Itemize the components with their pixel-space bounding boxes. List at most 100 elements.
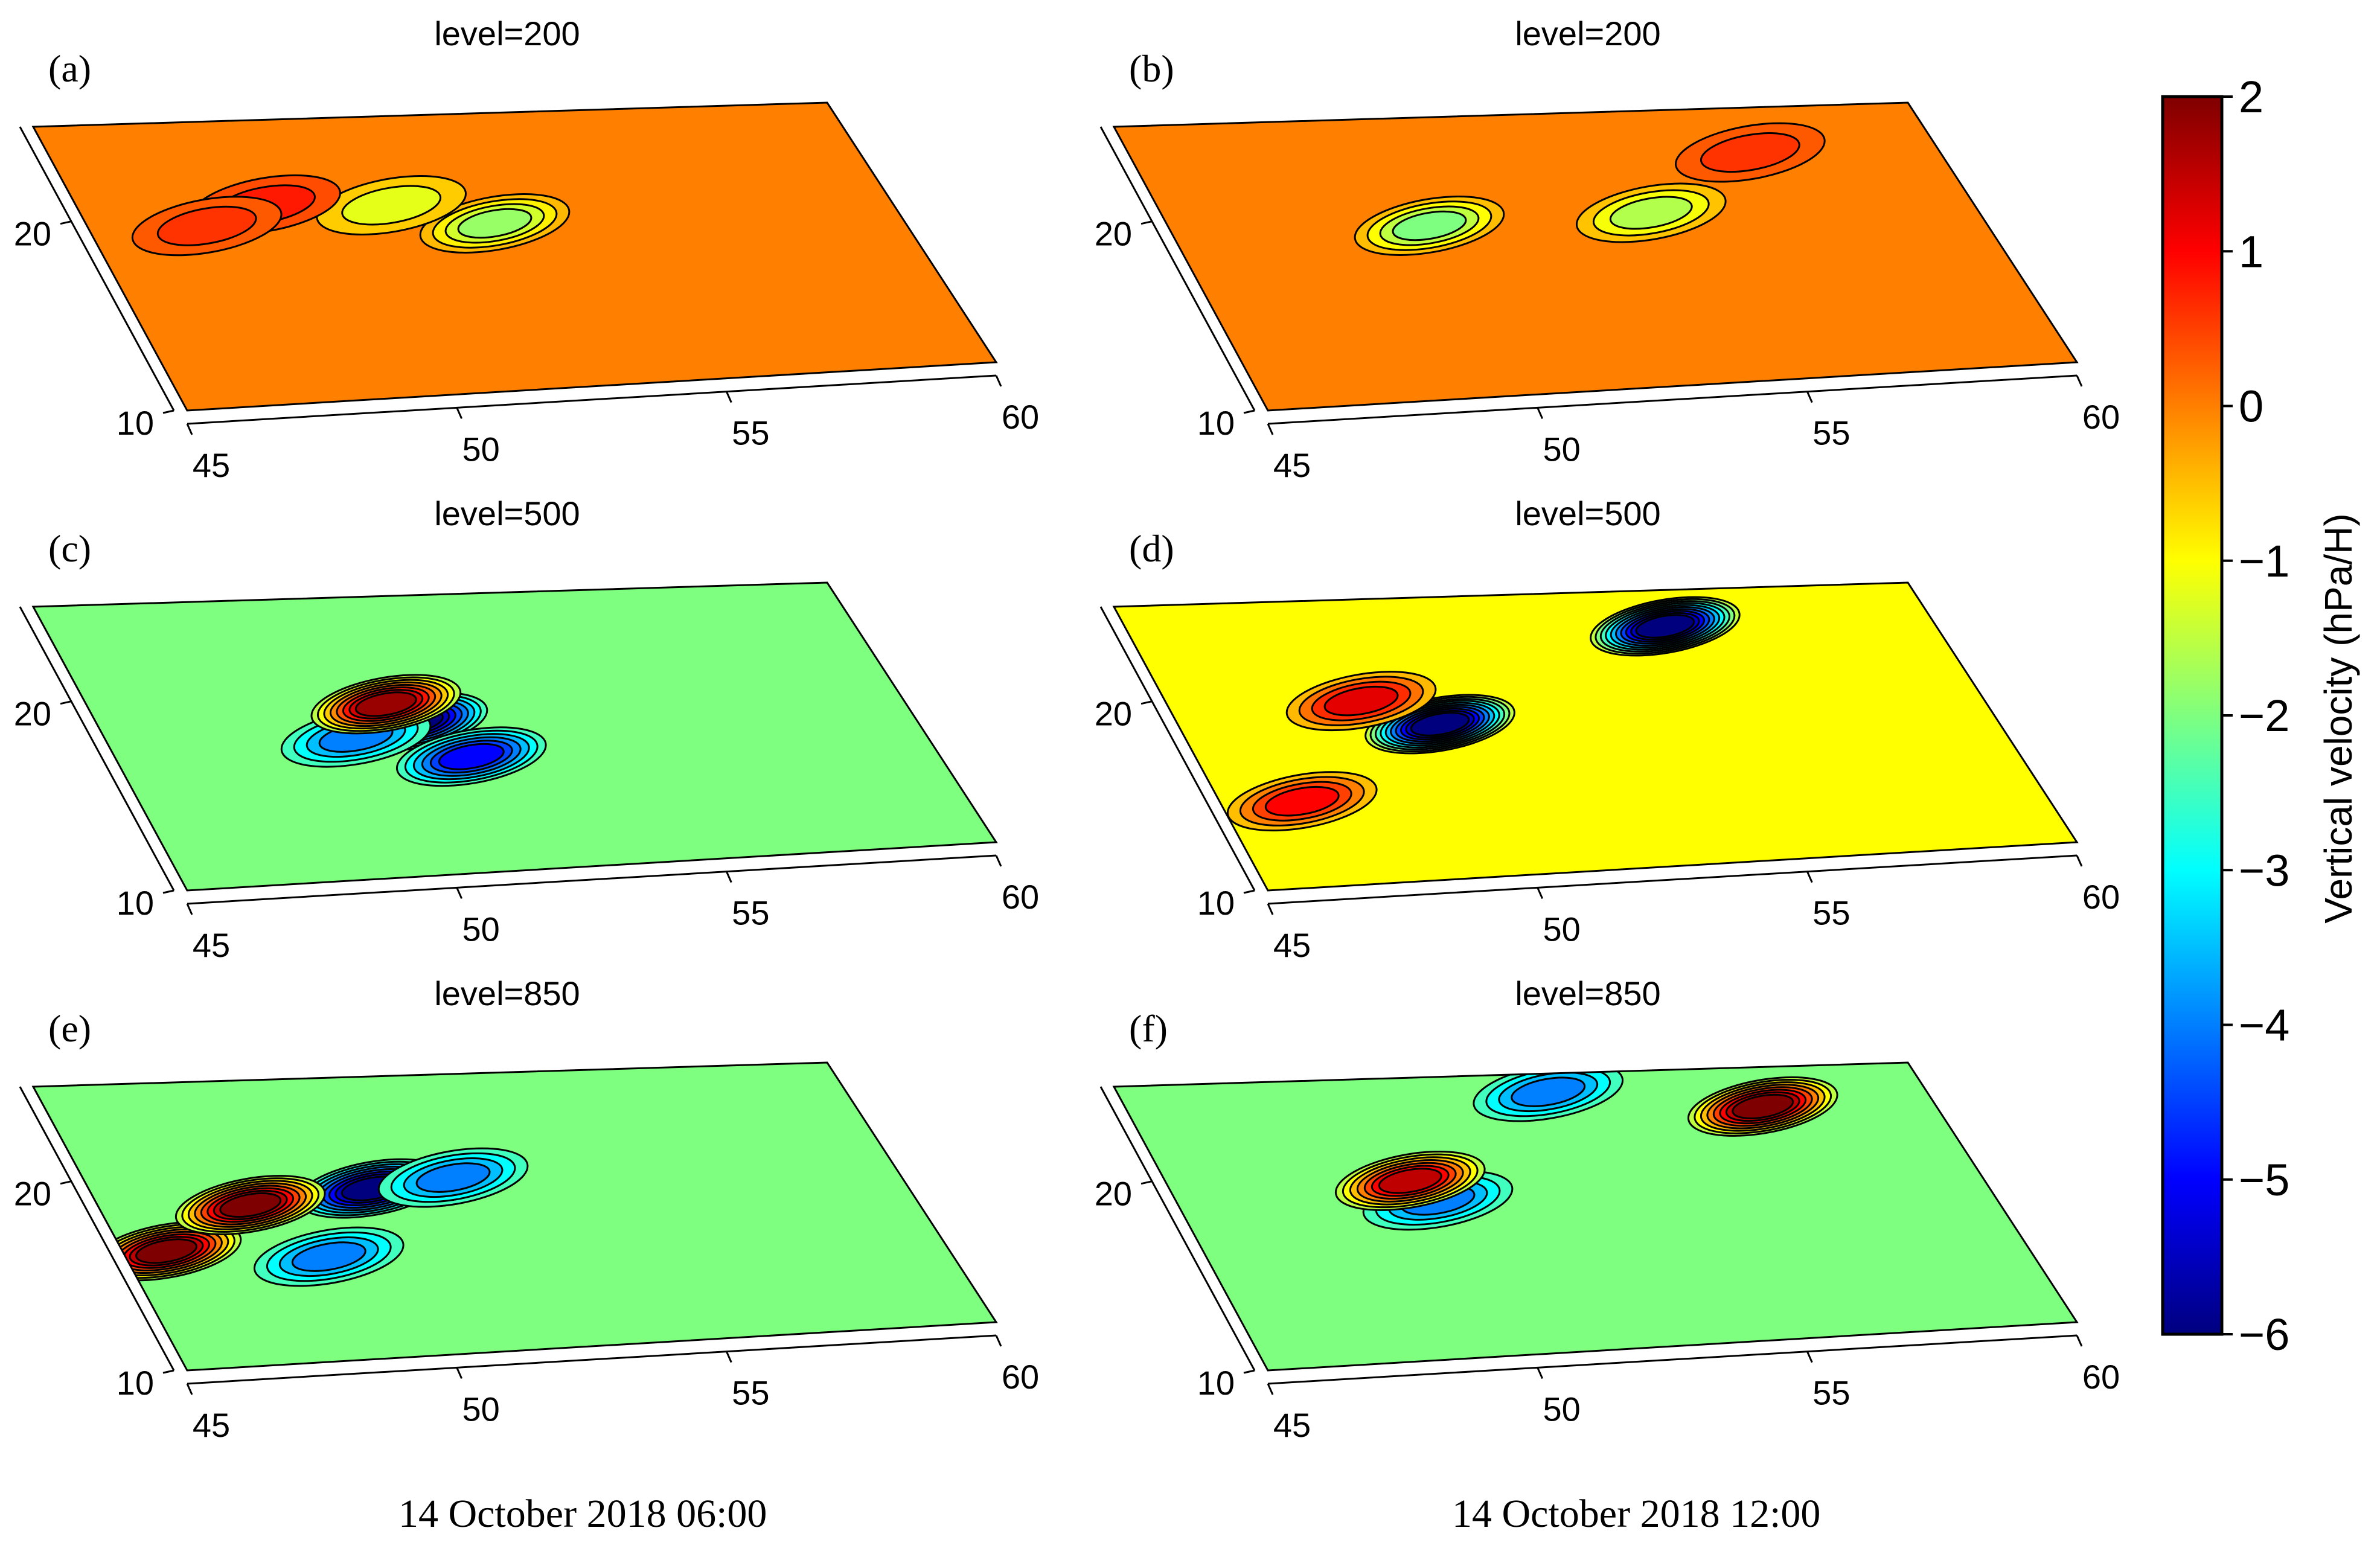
y-tick-mark bbox=[1243, 409, 1255, 414]
colorbar-tick-label: 0 bbox=[2239, 382, 2263, 432]
field-outline bbox=[31, 1061, 998, 1372]
contour-region bbox=[1264, 786, 1340, 817]
contour-region bbox=[1732, 1093, 1794, 1119]
x-axis bbox=[187, 854, 997, 905]
x-tick-label: 55 bbox=[1812, 1374, 1850, 1412]
panel-c: level=500 (c) 45 50 55 60 10 20 bbox=[14, 494, 1039, 964]
x-tick-mark bbox=[456, 887, 463, 899]
colorbar-scale bbox=[2161, 95, 2224, 1336]
colorbar-tick-label: −2 bbox=[2239, 691, 2289, 741]
x-tick-mark bbox=[1537, 887, 1544, 899]
y-tick-label: 10 bbox=[117, 884, 154, 922]
x-tick-label: 45 bbox=[193, 446, 230, 484]
y-tick-mark bbox=[162, 409, 174, 414]
x-tick-label: 45 bbox=[1273, 926, 1311, 964]
x-tick-label: 50 bbox=[1543, 1390, 1581, 1428]
x-tick-mark bbox=[186, 903, 193, 915]
y-tick-label: 20 bbox=[1095, 1175, 1132, 1213]
colorbar-tick-label: −1 bbox=[2239, 536, 2289, 586]
x-axis bbox=[1267, 374, 2078, 425]
field-outline bbox=[1112, 1061, 2079, 1372]
y-tick-label: 20 bbox=[14, 215, 51, 253]
x-tick-label: 60 bbox=[1002, 398, 1039, 436]
y-tick-mark bbox=[1140, 1180, 1153, 1185]
y-tick-label: 10 bbox=[1197, 884, 1235, 922]
x-axis bbox=[187, 1334, 997, 1385]
contour-region bbox=[341, 185, 442, 226]
y-axis bbox=[1099, 1086, 1256, 1371]
field-background bbox=[1114, 103, 2077, 411]
x-tick-mark bbox=[2076, 855, 2083, 867]
x-tick-mark bbox=[1267, 1383, 1274, 1395]
panel-label: (e) bbox=[48, 1007, 91, 1050]
panel-e: level=850 (e) 45 50 55 60 10 20 bbox=[14, 974, 1039, 1444]
panel-title: level=850 bbox=[1515, 974, 1660, 1012]
y-tick-label: 20 bbox=[1095, 695, 1132, 733]
y-tick-mark bbox=[162, 1369, 174, 1374]
panel-title: level=500 bbox=[1515, 494, 1660, 532]
panel-title: level=200 bbox=[434, 14, 580, 53]
contour-region bbox=[1410, 712, 1470, 737]
field-background bbox=[33, 1063, 996, 1370]
y-tick-label: 10 bbox=[1197, 1364, 1235, 1402]
field-outline bbox=[1112, 581, 2079, 892]
contour-region bbox=[1323, 685, 1399, 717]
x-tick-label: 45 bbox=[193, 1406, 230, 1444]
x-tick-label: 50 bbox=[1543, 430, 1581, 468]
contour-region bbox=[219, 1192, 282, 1218]
field-background bbox=[1114, 1063, 2077, 1370]
x-tick-label: 50 bbox=[462, 1390, 500, 1428]
y-axis bbox=[1099, 126, 1256, 411]
field-background bbox=[33, 103, 996, 411]
caption-left-time: 14 October 2018 06:00 bbox=[398, 1492, 767, 1536]
x-tick-label: 55 bbox=[732, 1374, 769, 1412]
x-tick-mark bbox=[1267, 903, 1274, 915]
caption-right-time: 14 October 2018 12:00 bbox=[1452, 1492, 1821, 1536]
contour-region bbox=[1392, 210, 1467, 241]
panel-label: (a) bbox=[48, 47, 91, 90]
panels: level=200 (a) 45 50 55 60 10 20 level=200 (b) 45 50… bbox=[14, 14, 2120, 1444]
x-tick-label: 50 bbox=[462, 910, 500, 948]
x-tick-mark bbox=[1267, 423, 1274, 435]
x-tick-label: 45 bbox=[1273, 1406, 1311, 1444]
x-tick-label: 55 bbox=[732, 414, 769, 452]
contour-region bbox=[415, 1162, 491, 1193]
panel-title: level=850 bbox=[434, 974, 580, 1012]
field-features bbox=[1354, 122, 1826, 256]
field-outline bbox=[1112, 101, 2079, 412]
y-tick-mark bbox=[1243, 1369, 1255, 1374]
panel-title: level=200 bbox=[1515, 14, 1660, 53]
x-tick-mark bbox=[186, 1383, 193, 1395]
x-tick-label: 45 bbox=[193, 926, 230, 964]
x-tick-mark bbox=[1537, 1367, 1544, 1379]
colorbar-tick-label: 1 bbox=[2239, 226, 2263, 277]
panel-a: level=200 (a) 45 50 55 60 10 20 bbox=[14, 14, 1039, 484]
y-axis bbox=[1099, 606, 1256, 891]
x-tick-label: 60 bbox=[2082, 398, 2120, 436]
x-tick-label: 60 bbox=[2082, 878, 2120, 916]
contour-region bbox=[457, 208, 533, 239]
field-features bbox=[1334, 1063, 1838, 1231]
panel-label: (c) bbox=[48, 527, 91, 570]
x-axis bbox=[187, 374, 997, 425]
x-tick-mark bbox=[2076, 1335, 2083, 1347]
field-outline bbox=[31, 581, 998, 892]
contour-region bbox=[156, 205, 257, 246]
contour-region bbox=[1511, 1076, 1586, 1107]
field-features bbox=[280, 674, 547, 787]
y-tick-mark bbox=[60, 1180, 72, 1185]
y-tick-mark bbox=[1140, 700, 1153, 705]
colorbar-tick-label: −6 bbox=[2239, 1309, 2289, 1360]
contour-region bbox=[135, 1238, 197, 1264]
contour-region bbox=[1635, 614, 1695, 639]
x-tick-mark bbox=[995, 855, 1002, 867]
x-tick-mark bbox=[456, 1367, 463, 1379]
panel-b: level=200 (b) 45 50 55 60 10 20 bbox=[1095, 14, 2120, 484]
colorbar-tick-label: −4 bbox=[2239, 1000, 2289, 1050]
field-features bbox=[91, 1147, 529, 1287]
y-tick-mark bbox=[162, 889, 174, 894]
y-axis bbox=[19, 126, 175, 411]
x-tick-mark bbox=[725, 871, 732, 883]
x-tick-mark bbox=[725, 391, 732, 403]
